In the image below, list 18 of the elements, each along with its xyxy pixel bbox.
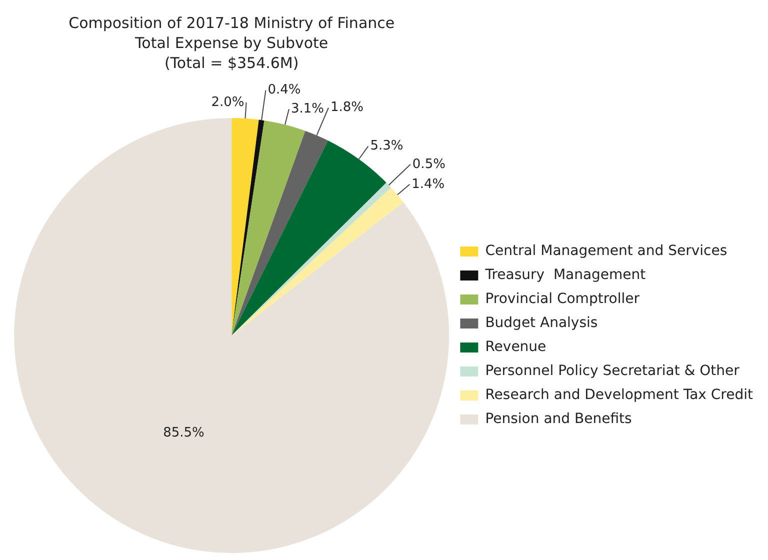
data-label: 1.4% xyxy=(412,176,445,192)
legend-label: Personnel Policy Secretariat & Other xyxy=(485,363,740,380)
chart-subtitle: (Total = $354.6M) xyxy=(164,54,299,72)
data-label: 0.4% xyxy=(268,82,301,98)
legend-label: Pension and Benefits xyxy=(485,411,632,428)
legend-label: Treasury Management xyxy=(484,267,646,284)
legend-label: Research and Development Tax Credit xyxy=(485,387,754,404)
data-label: 1.8% xyxy=(330,100,364,116)
legend-label: Central Management and Services xyxy=(485,243,728,260)
data-label: 85.5% xyxy=(163,426,204,441)
legend-label: Budget Analysis xyxy=(485,315,598,332)
data-label: 2.0% xyxy=(211,94,244,110)
legend-label: Revenue xyxy=(485,339,546,356)
data-label: 5.3% xyxy=(370,138,404,154)
data-label: 0.5% xyxy=(412,156,446,172)
chart-title: Composition of 2017-18 Ministry of Finance Total Expense by Subvote xyxy=(68,14,395,52)
legend-label: Provincial Comptroller xyxy=(485,291,640,308)
data-label: 3.1% xyxy=(290,102,324,117)
